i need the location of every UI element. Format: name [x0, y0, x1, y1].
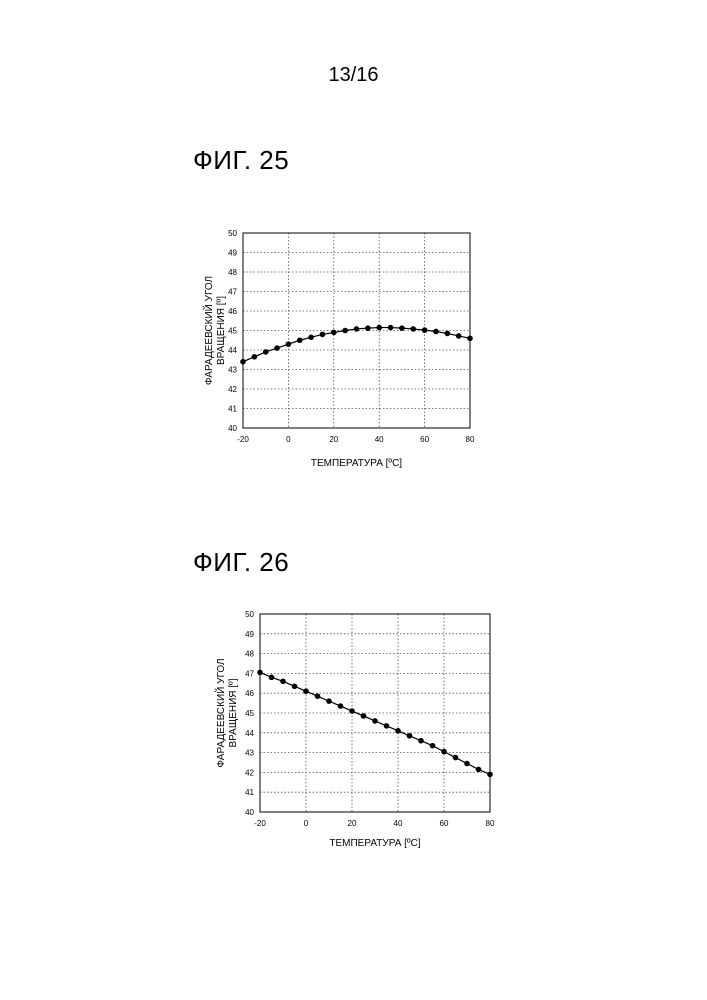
data-point: [338, 703, 344, 709]
x-tick-label: 40: [394, 819, 403, 828]
data-point: [464, 761, 470, 767]
data-point: [453, 755, 459, 761]
data-point: [257, 670, 263, 676]
y-tick-label: 45: [245, 709, 254, 718]
x-tick-label: 80: [486, 819, 495, 828]
y-tick-label: 47: [245, 669, 254, 678]
data-point: [441, 749, 447, 755]
y-axis-label: ФАРАДЕЕВСКИЙ УГОЛ: [214, 658, 227, 767]
y-tick-label: 46: [245, 689, 254, 698]
data-point: [418, 738, 424, 744]
x-tick-label: 20: [348, 819, 357, 828]
data-point: [292, 683, 298, 689]
data-point: [372, 718, 378, 724]
x-axis-label: ТЕМПЕРАТУРА [ºC]: [329, 838, 420, 849]
data-point: [361, 713, 367, 719]
x-tick-label: 60: [440, 819, 449, 828]
data-point: [315, 693, 321, 699]
x-tick-label: 0: [304, 819, 309, 828]
data-point: [349, 708, 355, 714]
data-point: [395, 728, 401, 734]
y-tick-label: 49: [245, 630, 254, 639]
y-tick-label: 50: [245, 610, 254, 619]
y-tick-label: 42: [245, 768, 254, 777]
data-point: [476, 767, 482, 773]
data-point: [303, 688, 309, 694]
data-point: [269, 675, 275, 681]
data-point: [280, 679, 286, 685]
y-tick-label: 43: [245, 749, 254, 758]
y-tick-label: 40: [245, 808, 254, 817]
data-point: [384, 723, 390, 729]
data-point: [430, 743, 436, 749]
x-tick-label: -20: [254, 819, 266, 828]
y-tick-label: 44: [245, 729, 254, 738]
plot-frame: [260, 614, 490, 812]
y-tick-label: 41: [245, 788, 254, 797]
y-tick-label: 48: [245, 650, 254, 659]
y-axis-label: ВРАЩЕНИЯ [º]: [228, 678, 239, 747]
data-point: [326, 698, 332, 704]
data-point: [407, 733, 413, 739]
data-point: [487, 772, 493, 778]
